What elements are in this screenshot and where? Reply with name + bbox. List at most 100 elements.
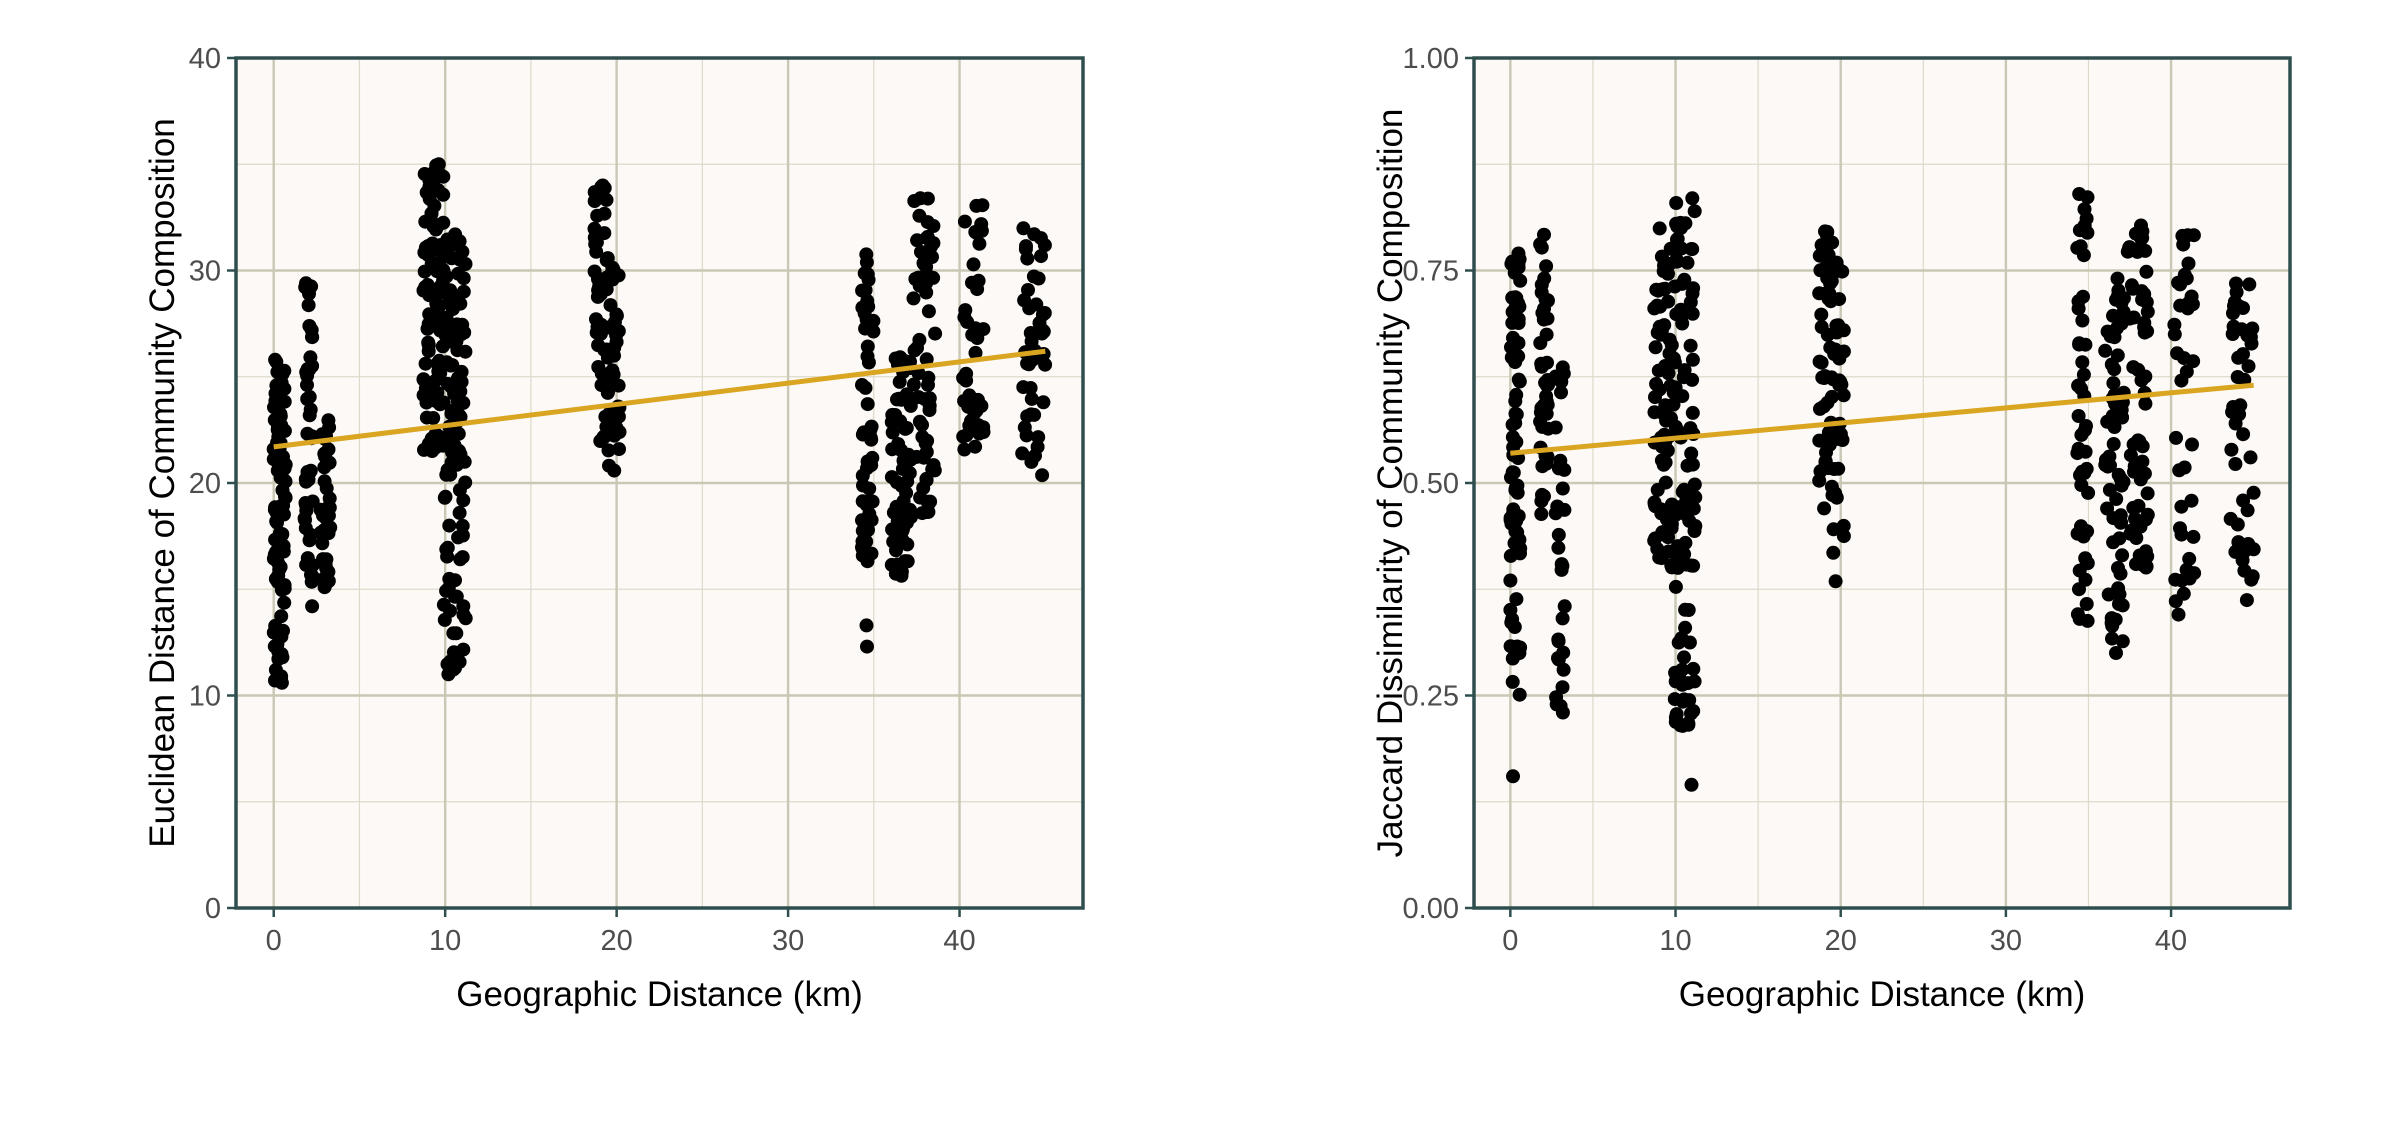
data-point (602, 458, 616, 473)
data-point (1661, 366, 1676, 381)
data-point (969, 403, 984, 418)
x-tick-label: 40 (2155, 925, 2187, 957)
data-point (900, 474, 915, 489)
data-point (2124, 278, 2139, 293)
data-point (418, 356, 433, 371)
data-point (959, 428, 974, 443)
data-point (1814, 238, 1829, 253)
data-point (1509, 435, 1524, 449)
data-point (443, 654, 458, 669)
data-point (1505, 674, 1520, 689)
data-point (1673, 215, 1688, 230)
data-point (276, 471, 290, 486)
data-point (587, 264, 602, 279)
data-point (1649, 282, 1664, 297)
x-axis-title: Geographic Distance (km) (1679, 975, 2086, 1014)
data-point (269, 505, 284, 520)
data-point (1557, 599, 1572, 614)
data-point (418, 240, 433, 255)
data-point (898, 554, 913, 569)
data-point (1512, 687, 1527, 702)
data-point (885, 522, 900, 537)
data-point (422, 307, 437, 322)
data-point (966, 257, 981, 272)
data-point (2114, 478, 2129, 493)
data-point (2116, 291, 2131, 306)
data-point (1680, 458, 1695, 473)
data-point (305, 330, 319, 345)
trend-line (1510, 382, 2254, 456)
data-point (611, 378, 626, 393)
data-point (2184, 493, 2199, 508)
data-point (2177, 351, 2191, 366)
data-point (910, 341, 924, 355)
data-point (300, 551, 315, 566)
data-point (1507, 620, 1522, 634)
data-point (1653, 502, 1668, 517)
data-point (1812, 248, 1827, 263)
data-point (968, 439, 983, 454)
data-point (2113, 508, 2128, 523)
data-point (2080, 556, 2095, 571)
data-point (1555, 481, 1570, 496)
y-axis-title: Jaccard Dissimilarity of Community Compo… (1371, 109, 1410, 858)
data-point (891, 391, 906, 406)
data-point (277, 394, 292, 409)
data-point (269, 378, 284, 393)
y-tick-label: 0.50 (1403, 468, 1459, 500)
data-point (2126, 310, 2141, 325)
data-point (1836, 518, 1851, 533)
data-point (857, 306, 872, 321)
data-point (1024, 407, 1039, 422)
data-point (906, 291, 921, 306)
data-point (594, 317, 609, 332)
data-point (1648, 531, 1663, 546)
data-point (2076, 289, 2090, 304)
data-point (1650, 541, 1665, 556)
data-point (1682, 635, 1697, 650)
data-point (1684, 558, 1699, 573)
data-point (968, 225, 983, 239)
data-point (2138, 544, 2153, 559)
data-point (302, 533, 317, 548)
data-point (1827, 462, 1842, 476)
y-tick-label: 10 (189, 681, 221, 713)
data-point (971, 273, 986, 288)
data-point (451, 530, 466, 545)
trend-line (273, 348, 1046, 450)
data-point (1034, 249, 1048, 264)
y-tick-label: 30 (189, 256, 221, 288)
data-point (1658, 475, 1673, 490)
data-point (443, 283, 458, 298)
data-point (266, 551, 281, 566)
data-point (2070, 607, 2085, 622)
data-point (1555, 680, 1570, 695)
data-point (2105, 631, 2119, 646)
data-point (1661, 294, 1676, 309)
data-point (448, 227, 463, 242)
data-point (900, 537, 915, 552)
data-point (431, 165, 446, 180)
data-point (885, 425, 900, 440)
data-point (2177, 460, 2192, 475)
data-point (299, 365, 314, 380)
data-point (968, 345, 983, 360)
data-point (2126, 437, 2141, 452)
data-point (2186, 228, 2201, 243)
data-point (1814, 307, 1829, 322)
data-point (1511, 246, 1526, 261)
data-point (1683, 421, 1698, 436)
data-point (921, 377, 935, 392)
data-point (2174, 499, 2189, 514)
data-point (2109, 492, 2124, 506)
data-point (2098, 343, 2113, 358)
data-point (920, 215, 935, 230)
data-point (899, 515, 914, 530)
data-point (910, 233, 925, 248)
data-point (2181, 256, 2196, 271)
data-point (1016, 380, 1031, 395)
data-point (2175, 228, 2190, 243)
data-point (1687, 477, 1702, 492)
data-point (1678, 620, 1693, 635)
data-point (315, 536, 330, 551)
